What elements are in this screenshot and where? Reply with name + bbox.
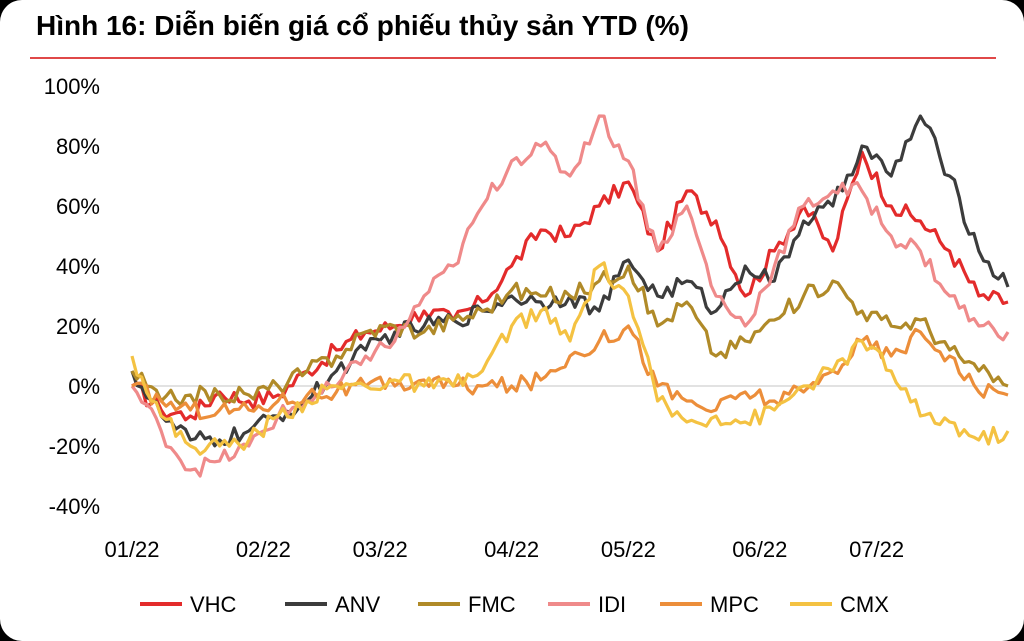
x-tick-label: 02/22 <box>236 537 291 562</box>
y-tick-label: 20% <box>56 314 100 339</box>
x-tick-label: 07/22 <box>849 537 904 562</box>
legend-label-fmc: FMC <box>468 592 516 617</box>
chart-axes: -40% -20% 0% 20% 40% 60% 80% 100% 01/22 02/22 03/2… <box>44 74 1008 562</box>
chart-series-lines <box>130 114 1010 478</box>
x-tick-label: 06/22 <box>732 537 787 562</box>
x-tick-label: 01/22 <box>104 537 159 562</box>
y-tick-label: 80% <box>56 134 100 159</box>
legend-label-mpc: MPC <box>710 592 759 617</box>
series-line-fmc <box>130 264 1009 407</box>
y-tick-label: 40% <box>56 254 100 279</box>
x-tick-label: 03/22 <box>353 537 408 562</box>
series-line-anv <box>130 114 1010 448</box>
chart-legend: VHC ANV FMC IDI MPC CMX <box>140 592 889 617</box>
legend-label-anv: ANV <box>335 592 381 617</box>
y-tick-label: -20% <box>49 434 100 459</box>
chart-title: Hình 16: Diễn biến giá cổ phiếu thủy sản… <box>36 10 689 41</box>
series-line-vhc <box>131 150 1009 422</box>
legend-label-vhc: VHC <box>190 592 237 617</box>
series-line-cmx <box>130 261 1010 456</box>
x-tick-label: 05/22 <box>601 537 656 562</box>
legend-label-idi: IDI <box>598 592 626 617</box>
title-underline <box>30 57 996 59</box>
y-tick-label: -40% <box>49 494 100 519</box>
legend-label-cmx: CMX <box>840 592 889 617</box>
y-tick-label: 0% <box>68 374 100 399</box>
x-tick-label: 04/22 <box>484 537 539 562</box>
y-tick-label: 60% <box>56 194 100 219</box>
y-tick-label: 100% <box>44 74 100 99</box>
